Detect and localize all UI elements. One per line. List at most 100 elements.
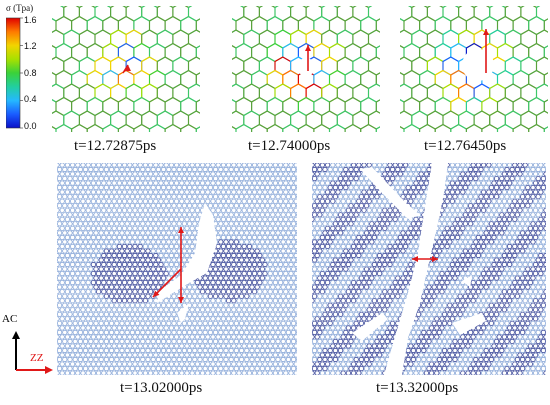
lattice-cell bbox=[520, 6, 538, 22]
lattice-cell bbox=[375, 126, 380, 132]
lattice-cell bbox=[52, 6, 56, 8]
lattice-cell bbox=[94, 6, 112, 22]
panel-2-lattice bbox=[232, 6, 380, 132]
lattice-cell bbox=[52, 29, 65, 49]
crack-arrow-head bbox=[305, 45, 311, 51]
lattice-cell bbox=[156, 6, 174, 22]
lattice-cell bbox=[196, 6, 200, 8]
colorbar-tick-0: 1.6 bbox=[24, 15, 37, 25]
lattice-cell bbox=[282, 123, 299, 132]
crack-void bbox=[297, 58, 315, 76]
lattice-cell bbox=[367, 6, 380, 22]
lattice-cell bbox=[71, 123, 88, 132]
lattice-cell bbox=[403, 123, 421, 132]
crack-arrow-diag-head bbox=[153, 290, 160, 297]
lattice-cell bbox=[110, 6, 127, 22]
lattice-cell bbox=[512, 123, 530, 132]
panel-2-caption: t=12.74000ps bbox=[248, 138, 331, 154]
lattice-cell bbox=[400, 56, 413, 76]
lattice-cell bbox=[180, 123, 197, 132]
lattice-cell bbox=[344, 123, 362, 132]
lattice-cell bbox=[232, 110, 245, 130]
lattice-cell bbox=[232, 56, 245, 76]
lattice-cell bbox=[141, 6, 158, 22]
fracture-gap bbox=[352, 313, 388, 341]
lattice-cell bbox=[458, 6, 475, 22]
colorbar bbox=[6, 17, 23, 129]
lattice-cell bbox=[52, 56, 65, 76]
panel-3-lattice bbox=[400, 6, 548, 132]
lattice-cell bbox=[544, 6, 548, 8]
lattice-cell bbox=[52, 83, 65, 103]
lattice-cell bbox=[450, 123, 467, 132]
lattice-cell bbox=[367, 56, 380, 76]
lattice-cell bbox=[400, 83, 413, 103]
lattice-cell bbox=[290, 6, 307, 22]
crack-arrow-diag bbox=[152, 268, 182, 298]
lattice-cell bbox=[442, 6, 460, 22]
lattice-cell bbox=[400, 29, 413, 49]
separation-arrow-head bbox=[432, 256, 438, 262]
panel-5-atoms bbox=[312, 163, 546, 375]
panel-4-atoms bbox=[57, 163, 297, 375]
lattice-cell bbox=[496, 123, 514, 132]
lattice-cell bbox=[352, 6, 370, 22]
lattice-cell bbox=[52, 110, 65, 130]
lattice-cell bbox=[251, 123, 268, 132]
lattice-cell bbox=[321, 6, 338, 22]
lattice-cell bbox=[504, 6, 522, 22]
lattice-cell bbox=[187, 6, 200, 22]
lattice-cell bbox=[63, 6, 80, 22]
lattice-cell bbox=[164, 123, 182, 132]
lattice-cell bbox=[313, 123, 331, 132]
crack-void bbox=[157, 203, 217, 303]
lattice-cell bbox=[86, 123, 104, 132]
lattice-cell bbox=[297, 123, 315, 132]
lattice-cell bbox=[543, 126, 548, 132]
lattice-cell bbox=[426, 6, 444, 22]
colorbar-gradient bbox=[6, 17, 21, 129]
lattice-cell bbox=[473, 6, 491, 22]
lattice-cell bbox=[535, 6, 548, 22]
lattice-cell bbox=[400, 6, 404, 8]
lattice-cell bbox=[400, 110, 413, 130]
lattice-cell bbox=[187, 110, 200, 130]
lattice-cell bbox=[258, 6, 276, 22]
crack-arrow bbox=[122, 64, 129, 74]
lattice-cell bbox=[232, 126, 237, 132]
panel-5-caption: t=13.32000ps bbox=[376, 380, 459, 396]
lattice-cell bbox=[232, 29, 245, 49]
colorbar-tick-1: 1.2 bbox=[24, 41, 37, 51]
lattice-cell bbox=[52, 6, 65, 22]
crack-arrow-up-head bbox=[178, 227, 184, 233]
fracture-gap bbox=[360, 167, 420, 219]
lattice-cell bbox=[367, 83, 380, 103]
colorbar-tick-4: 0.0 bbox=[24, 121, 37, 131]
lattice-cell bbox=[235, 123, 253, 132]
lattice-cell bbox=[117, 123, 135, 132]
lattice-cell bbox=[360, 123, 377, 132]
lattice-cell bbox=[367, 29, 380, 49]
lattice-cell bbox=[328, 123, 346, 132]
lattice-cell bbox=[336, 6, 354, 22]
orientation-axes bbox=[12, 331, 53, 374]
crack-arrow-down-head bbox=[178, 297, 184, 303]
lattice-cell bbox=[465, 123, 483, 132]
lattice-cell bbox=[535, 83, 548, 103]
colorbar-title: σ (Tpa) bbox=[6, 3, 34, 13]
lattice-cell bbox=[274, 6, 292, 22]
lattice-cell bbox=[400, 126, 405, 132]
lattice-cell bbox=[52, 126, 57, 132]
lattice-cell bbox=[55, 123, 73, 132]
colorbar-tick-3: 0.4 bbox=[24, 94, 37, 104]
crack-void bbox=[177, 303, 189, 323]
lattice-cell bbox=[78, 6, 96, 22]
lattice-cell bbox=[535, 29, 548, 49]
lattice-cell bbox=[133, 123, 151, 132]
lattice-cell bbox=[195, 126, 200, 132]
separation-arrow-head bbox=[412, 256, 418, 262]
lattice-cell bbox=[305, 6, 323, 22]
lattice-cell bbox=[232, 6, 236, 8]
lattice-cell bbox=[489, 6, 506, 22]
